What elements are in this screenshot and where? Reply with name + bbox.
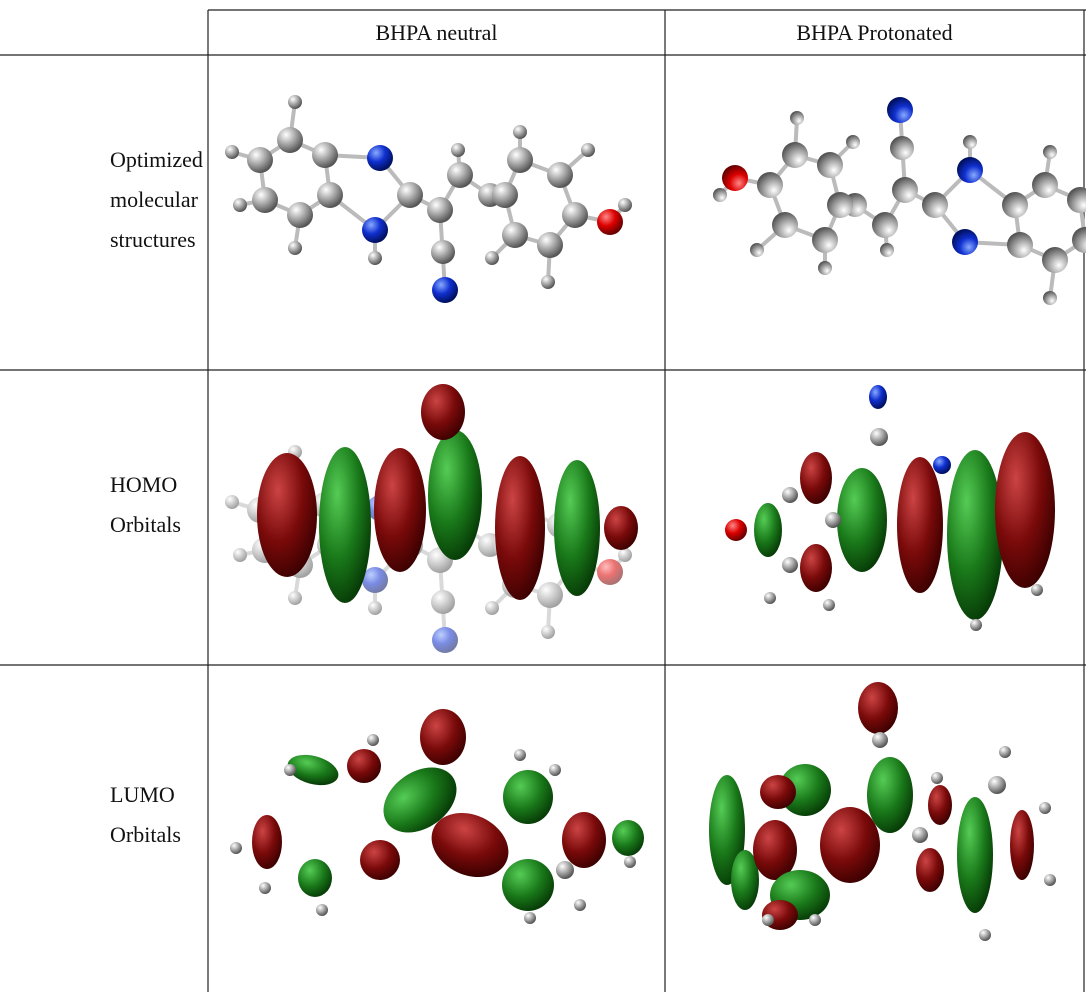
label-line: LUMO bbox=[110, 775, 206, 815]
row-label: LUMO Orbitals bbox=[110, 775, 206, 855]
protonated-lumo bbox=[709, 682, 1056, 941]
protonated-homo bbox=[725, 385, 1055, 631]
page: BHPA neutral BHPA Protonated Optimized m… bbox=[0, 0, 1086, 992]
row-label: Optimized molecular structures bbox=[110, 140, 206, 260]
label-line: Optimized bbox=[110, 140, 206, 180]
label-line: molecular bbox=[110, 180, 206, 220]
neutral-homo bbox=[225, 384, 638, 653]
column-header: BHPA neutral bbox=[208, 10, 665, 55]
neutral-structure bbox=[225, 95, 632, 303]
column-header: BHPA Protonated bbox=[665, 10, 1084, 55]
label-line: Orbitals bbox=[110, 505, 206, 545]
protonated-structure bbox=[713, 97, 1086, 305]
label-line: Orbitals bbox=[110, 815, 206, 855]
label-line: HOMO bbox=[110, 465, 206, 505]
neutral-lumo bbox=[230, 709, 644, 924]
label-line: structures bbox=[110, 220, 206, 260]
row-label: HOMO Orbitals bbox=[110, 465, 206, 545]
